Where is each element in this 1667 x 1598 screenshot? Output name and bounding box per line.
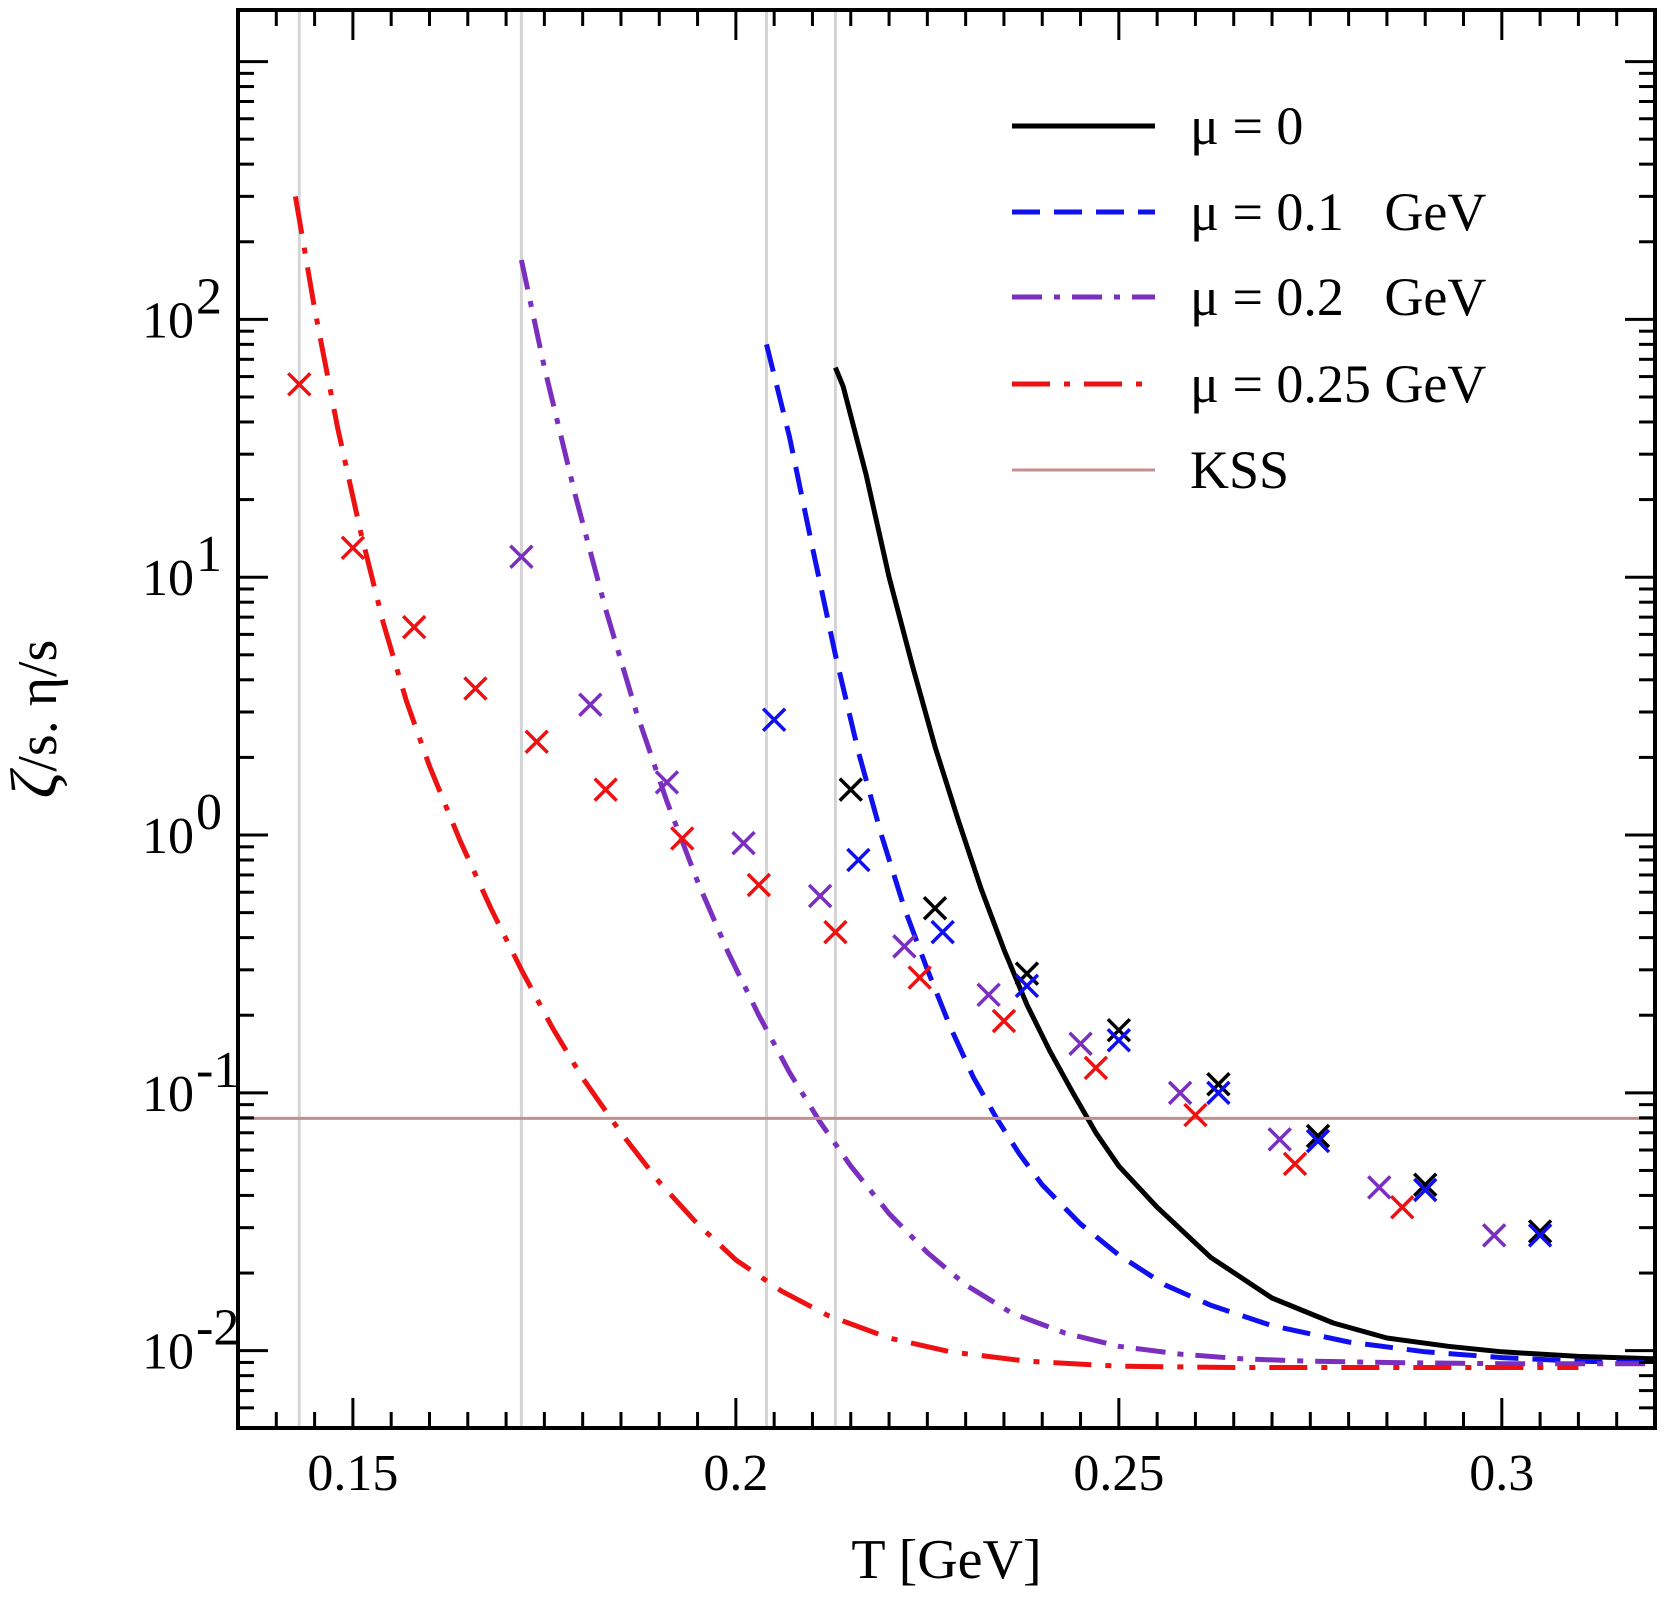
x-tick-label: 0.3 [1469,1445,1534,1502]
legend-label-2: μ = 0.2 GeV [1190,267,1486,327]
x-tick-label: 0.2 [703,1445,768,1502]
marker-2-11 [1481,1223,1507,1248]
y-tick-label: 10 [142,550,194,607]
marker-3-8 [823,919,848,945]
marker-3-2 [401,614,427,640]
marker-3-6 [670,826,695,851]
series-line-1 [764,343,1655,1365]
marker-1-1 [846,847,871,873]
marker-2-5 [892,934,917,959]
marker-1-6 [1305,1128,1331,1154]
marker-3-10 [991,1008,1017,1034]
y-tick-exponent: 0 [196,784,222,841]
legend-label-3: μ = 0.25 GeV [1190,354,1486,414]
marker-2-8 [1167,1080,1193,1106]
marker-2-6 [976,982,1001,1008]
y-tick-label: 10 [142,1066,194,1123]
y-axis-title-zeta: ζ [0,767,71,798]
marker-2-9 [1267,1127,1292,1152]
plot-frame [236,8,1657,1430]
marker-2-4 [807,883,833,909]
series-markers [287,372,1553,1248]
y-tick-exponent: 1 [196,526,222,583]
y-tick-exponent: -2 [196,1300,239,1357]
marker-0-6 [1412,1172,1438,1197]
y-tick-label: 10 [142,292,194,349]
marker-0-3 [1106,1017,1132,1043]
series-curves [238,195,1655,1370]
marker-0-1 [922,896,948,921]
series-line-3 [292,195,1579,1370]
marker-0-5 [1305,1123,1331,1149]
x-tick-label: 0.25 [1073,1445,1164,1502]
marker-3-14 [1390,1194,1415,1220]
marker-2-2 [654,770,680,795]
series-line-2 [518,259,1655,1367]
marker-1-4 [1106,1027,1132,1053]
y-tick-exponent: 2 [196,268,222,325]
marker-1-7 [1412,1177,1438,1203]
marker-3-5 [593,777,618,802]
marker-3-13 [1282,1151,1308,1177]
marker-3-4 [524,729,549,754]
axis-ticks [238,10,1657,1428]
legend-label-1: μ = 0.1 GeV [1190,182,1486,242]
y-tick-label: 10 [142,808,194,865]
marker-2-1 [578,692,603,718]
marker-0-2 [1014,961,1040,986]
legend-label-4: KSS [1190,440,1289,500]
marker-2-7 [1068,1031,1093,1057]
marker-1-8 [1527,1223,1553,1248]
legend-label-0: μ = 0 [1190,96,1303,156]
x-tick-label: 0.15 [307,1445,398,1502]
marker-2-0 [509,544,534,570]
marker-1-0 [761,707,787,732]
series-line-0 [833,366,1655,1362]
x-axis-title: T [GeV] [851,1529,1041,1591]
vertical-reference-lines [297,10,837,1428]
marker-3-7 [746,872,772,898]
marker-3-11 [1083,1055,1109,1081]
legend: μ = 0 μ = 0.1 GeV μ = 0.2 GeV μ = 0.25 GeV K… [1012,96,1486,500]
marker-2-3 [731,830,756,856]
marker-1-5 [1206,1080,1231,1106]
marker-3-1 [340,535,366,561]
marker-3-0 [287,372,312,397]
x-tick-labels: 0.15 0.2 0.25 0.3 [307,1445,1534,1502]
marker-3-3 [463,676,488,701]
marker-2-10 [1367,1175,1392,1200]
y-axis-title: ζ/s. η/s [0,640,71,799]
y-tick-exponent: -1 [196,1042,239,1099]
marker-3-9 [907,965,932,990]
marker-3-12 [1183,1102,1208,1128]
marker-0-7 [1527,1219,1553,1244]
marker-0-0 [838,777,863,802]
marker-0-4 [1206,1071,1231,1097]
marker-1-3 [1014,973,1040,999]
y-tick-label: 10 [142,1324,194,1381]
y-axis-title-rest: /s. η/s [7,640,69,772]
marker-1-2 [930,919,955,945]
